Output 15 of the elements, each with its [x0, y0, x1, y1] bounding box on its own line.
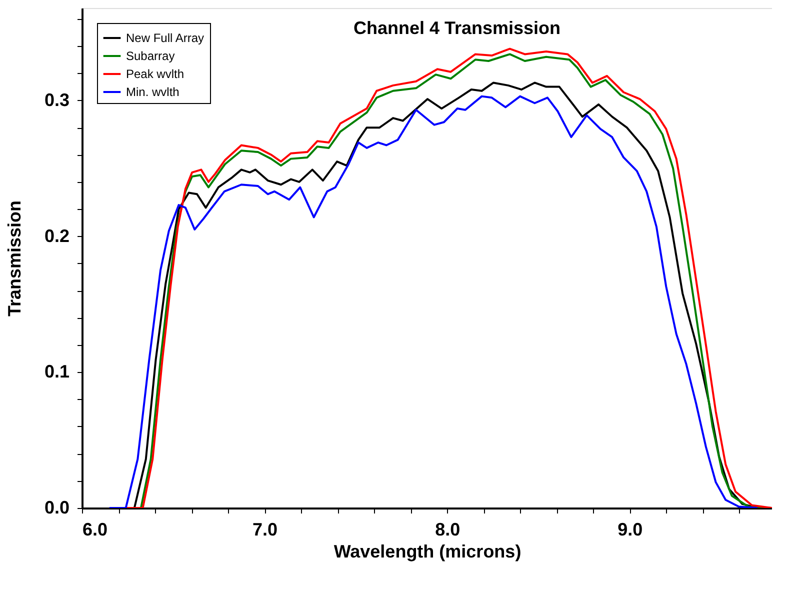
- y-axis-title: Transmission: [4, 200, 24, 317]
- y-tick-label: 0.3: [44, 90, 70, 110]
- x-axis-title: Wavelength (microns): [334, 542, 522, 562]
- legend-label: Peak wvlth: [126, 67, 184, 81]
- legend-label: Subarray: [126, 49, 175, 63]
- y-tick-label: 0.2: [44, 226, 70, 246]
- legend-label: New Full Array: [126, 31, 204, 45]
- x-tick-label: 6.0: [82, 520, 108, 540]
- x-tick-label: 8.0: [435, 520, 460, 540]
- text: Channel 4 Transmission: [353, 18, 561, 38]
- y-tick-label: 0.0: [44, 498, 70, 518]
- legend-label: Min. wvlth: [126, 85, 180, 99]
- y-tick-label: 0.1: [44, 362, 70, 382]
- x-tick-label: 7.0: [252, 520, 278, 540]
- x-tick-label: 9.0: [618, 520, 643, 540]
